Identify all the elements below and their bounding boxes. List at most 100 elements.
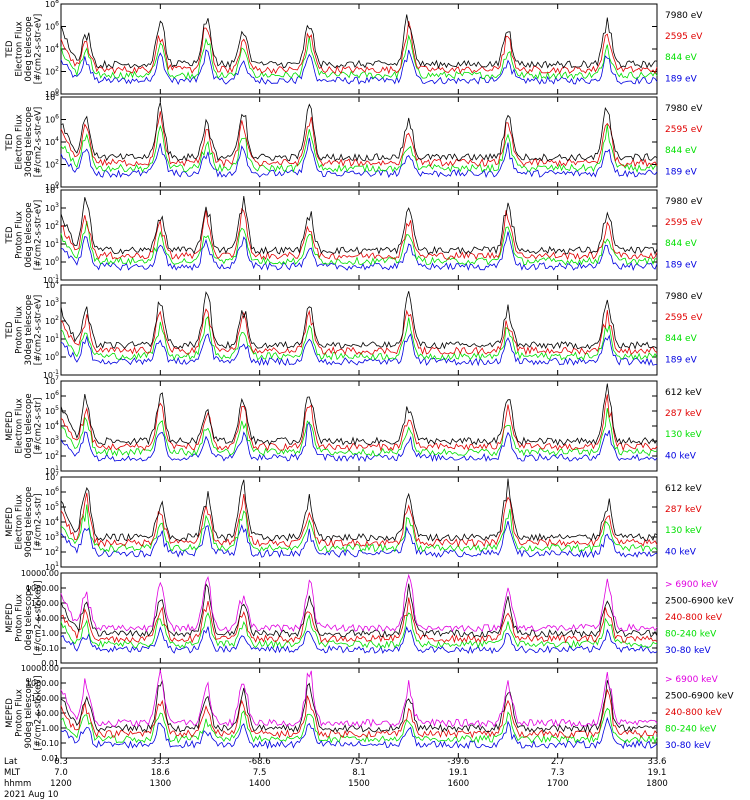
- y-tick-label: 106: [45, 390, 59, 401]
- legend-entry: 189 eV: [665, 74, 698, 84]
- y-axis-label-line: 0deg telescope: [24, 585, 34, 650]
- series-line-80-240-kev: [60, 707, 658, 744]
- series-line-189-ev: [60, 231, 658, 271]
- y-tick-label: 106: [45, 21, 59, 32]
- y-tick-label: 102: [45, 66, 59, 77]
- y-tick-label: 104: [45, 136, 59, 147]
- legend-entry: 80-240 keV: [665, 630, 717, 640]
- legend-entry: 240-800 keV: [665, 708, 723, 718]
- y-axis-label-line: Proton Flux: [15, 211, 25, 259]
- series-line-189-ev: [60, 49, 658, 85]
- y-tick-label: 1000.00: [26, 679, 59, 688]
- y-tick-label: 105: [45, 501, 59, 512]
- y-tick-label: 10-1: [43, 369, 59, 380]
- x-tick-label: 7.0: [54, 768, 68, 778]
- y-axis-label-line: 90deg telescope: [24, 678, 34, 749]
- y-tick-label: 103: [45, 531, 59, 542]
- y-axis-label-line: Electron Flux: [15, 494, 25, 549]
- y-tick-label: 0.10: [41, 739, 59, 748]
- series-line-240-800-kev: [60, 688, 658, 739]
- y-axis-label-line: MEPED: [5, 603, 15, 633]
- legend-entry: 287 keV: [665, 505, 702, 515]
- series-line-189-ev: [60, 333, 658, 367]
- x-tick-label: 33.3: [151, 757, 170, 767]
- x-tick-label: 1300: [150, 779, 172, 789]
- y-axis-label-line: 30deg telescope: [24, 107, 34, 178]
- y-axis-label-line: 0deg telescope: [24, 393, 34, 458]
- y-tick-label: 10.00: [36, 614, 59, 623]
- legend-entry: 2595 eV: [665, 125, 703, 135]
- y-axis-label-line: Proton Flux: [15, 306, 25, 354]
- y-axis-label-line: Electron Flux: [15, 21, 25, 76]
- y-tick-label: 100: [45, 181, 59, 192]
- x-tick-label: 19.1: [648, 768, 667, 778]
- x-tick-label: 0.3: [54, 757, 68, 767]
- legend-entry: 7980 eV: [665, 104, 703, 114]
- y-tick-label: 100: [45, 88, 59, 99]
- y-tick-label: 103: [45, 297, 59, 308]
- y-tick-label: 108: [45, 91, 59, 102]
- y-tick-label: 1.00: [41, 629, 59, 638]
- legend-entry: 844 eV: [665, 334, 698, 344]
- legend-entry: 30-80 keV: [665, 646, 711, 656]
- x-axis-row-label: MLT: [4, 768, 21, 778]
- legend-entry: 30-80 keV: [665, 741, 711, 751]
- y-axis-label: MEPED Electron Flux 90deg telescope [#/cm2-…: [5, 487, 44, 558]
- legend-entry: 844 eV: [665, 53, 698, 63]
- series-line-287-kev: [60, 492, 658, 548]
- y-axis-label-line: Electron Flux: [15, 114, 25, 169]
- y-axis-label: TED Proton Flux 30deg telescope [#/cm2-s-st…: [5, 295, 44, 366]
- y-axis-label-line: MEPED: [5, 411, 15, 441]
- x-tick-label: 19.1: [449, 768, 468, 778]
- y-tick-label: 102: [45, 159, 59, 170]
- legend-entry: 130 keV: [665, 526, 702, 536]
- legend-entry: 2500-6900 keV: [665, 692, 734, 702]
- y-axis-label: TED Electron Flux 0deg telescope [#/cm2-s-s…: [5, 14, 44, 84]
- y-axis-label-line: [#/cm2-s-str-keV]: [34, 676, 44, 751]
- legend-entry: 7980 eV: [665, 197, 703, 207]
- x-axis-row-label: Lat: [4, 757, 18, 767]
- series-line-2500-6900-kev: [60, 680, 658, 734]
- y-tick-label: 103: [45, 435, 59, 446]
- legend-entry: > 6900 keV: [665, 675, 719, 685]
- legend-entry: 240-800 keV: [665, 613, 723, 623]
- y-axis-label: MEPED Electron Flux 0deg telescope [#/cm2-s…: [5, 393, 44, 458]
- plot-frame: [60, 3, 658, 95]
- y-tick-label: 101: [45, 238, 59, 249]
- series-line-30-80-kev: [60, 716, 658, 750]
- y-tick-label: 105: [45, 405, 59, 416]
- y-tick-label: 107: [45, 375, 59, 386]
- y-tick-label: 0.01: [41, 754, 59, 763]
- y-tick-label: 100: [45, 351, 59, 362]
- x-tick-label: 33.6: [648, 757, 667, 767]
- series-line-844-ev: [60, 34, 658, 80]
- y-axis-label-line: Electron Flux: [15, 398, 25, 453]
- y-tick-label: 102: [45, 450, 59, 461]
- y-axis-label-line: TED: [5, 321, 15, 340]
- y-axis-label-line: [#/cm2-s-str-keV]: [34, 581, 44, 656]
- x-tick-label: 1800: [646, 779, 668, 789]
- y-axis-label-line: [#/cm2-s-str]: [34, 494, 44, 551]
- series-line-612-kev: [60, 478, 658, 542]
- y-tick-label: 108: [45, 0, 59, 9]
- series-line-7980-ev: [60, 14, 658, 70]
- series-line--6900-kev: [60, 573, 658, 633]
- series-line-2595-ev: [60, 21, 658, 75]
- y-tick-label: 10000.00: [21, 664, 59, 673]
- y-axis-label-line: Proton Flux: [15, 689, 25, 737]
- series-line-40-kev: [60, 520, 658, 559]
- y-tick-label: 107: [45, 471, 59, 482]
- legend-entry: 844 eV: [665, 146, 698, 156]
- legend-entry: 2595 eV: [665, 313, 703, 323]
- x-tick-label: 2.7: [551, 757, 565, 767]
- y-axis-label: MEPED Proton Flux 0deg telescope [#/cm2-s-s…: [5, 581, 44, 656]
- x-axis-row-label: hhmm: [4, 779, 31, 789]
- series-line-2595-ev: [60, 308, 658, 356]
- series-line-2595-ev: [60, 111, 658, 168]
